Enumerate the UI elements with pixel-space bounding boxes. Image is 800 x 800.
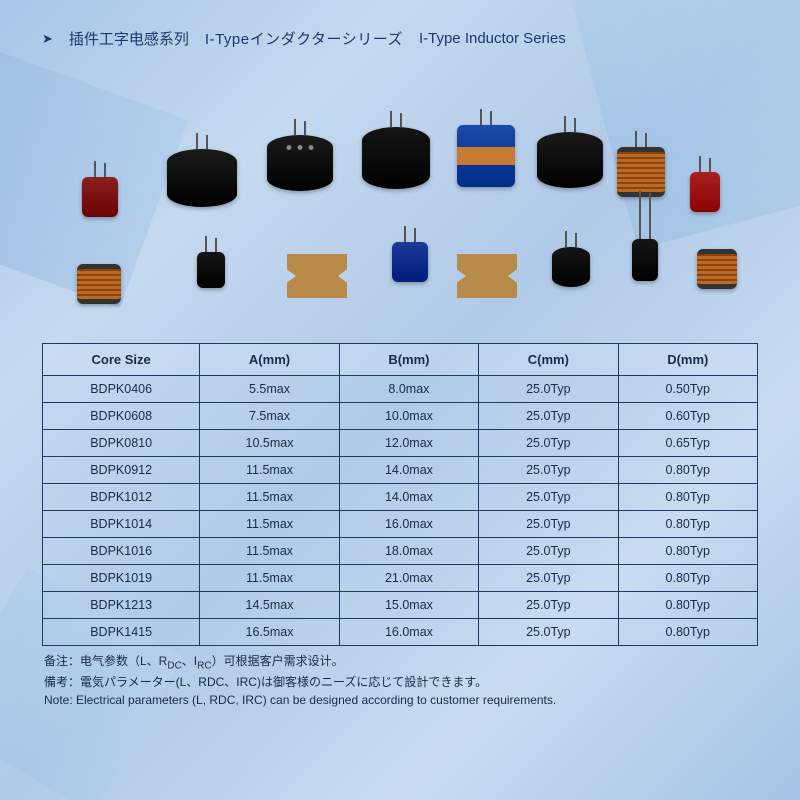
table-cell: 25.0Typ xyxy=(479,538,618,565)
table-col-header: Core Size xyxy=(43,344,200,376)
table-cell: 25.0Typ xyxy=(479,565,618,592)
table-cell: BDPK1012 xyxy=(43,484,200,511)
table-cell: 11.5max xyxy=(200,511,339,538)
table-cell: BDPK1415 xyxy=(43,619,200,646)
note-cn: 备注：电气参数（L、RDC、IRC）可根据客户需求设计。 xyxy=(44,652,758,673)
table-cell: 10.5max xyxy=(200,430,339,457)
product-icon xyxy=(82,159,118,217)
title-arrow-icon: ➤ xyxy=(42,31,53,47)
table-cell: 16.5max xyxy=(200,619,339,646)
table-cell: 11.5max xyxy=(200,565,339,592)
table-cell: 0.80Typ xyxy=(618,511,757,538)
table-cell: 25.0Typ xyxy=(479,457,618,484)
title-cn: 插件工字电感系列 xyxy=(69,28,189,49)
table-cell: BDPK0810 xyxy=(43,430,200,457)
product-icon xyxy=(617,129,665,197)
table-row: BDPK101411.5max16.0max25.0Typ0.80Typ xyxy=(43,511,758,538)
table-body: BDPK04065.5max8.0max25.0Typ0.50TypBDPK06… xyxy=(43,376,758,646)
table-cell: 14.5max xyxy=(200,592,339,619)
table-col-header: C(mm) xyxy=(479,344,618,376)
product-icon xyxy=(537,114,603,188)
spec-table: Core SizeA(mm)B(mm)C(mm)D(mm) BDPK04065.… xyxy=(42,343,758,646)
table-cell: 0.60Typ xyxy=(618,403,757,430)
table-cell: 7.5max xyxy=(200,403,339,430)
table-cell: 15.0max xyxy=(339,592,478,619)
table-cell: 25.0Typ xyxy=(479,592,618,619)
product-icon xyxy=(362,109,430,189)
table-cell: 11.5max xyxy=(200,538,339,565)
product-icon xyxy=(287,254,347,298)
table-cell: 21.0max xyxy=(339,565,478,592)
table-cell: 25.0Typ xyxy=(479,619,618,646)
table-col-header: B(mm) xyxy=(339,344,478,376)
product-icon xyxy=(697,249,737,289)
product-icon xyxy=(552,229,590,287)
table-cell: 14.0max xyxy=(339,484,478,511)
table-row: BDPK101911.5max21.0max25.0Typ0.80Typ xyxy=(43,565,758,592)
table-col-header: A(mm) xyxy=(200,344,339,376)
table-cell: 0.80Typ xyxy=(618,538,757,565)
table-col-header: D(mm) xyxy=(618,344,757,376)
table-cell: 0.80Typ xyxy=(618,619,757,646)
note-en: Note: Electrical parameters (L, RDC, IRC… xyxy=(44,691,758,709)
table-cell: 25.0Typ xyxy=(479,511,618,538)
table-cell: 0.80Typ xyxy=(618,457,757,484)
product-icon xyxy=(267,117,333,191)
table-row: BDPK101611.5max18.0max25.0Typ0.80Typ xyxy=(43,538,758,565)
table-cell: 0.80Typ xyxy=(618,484,757,511)
title-en: I-Type Inductor Series xyxy=(419,30,566,47)
table-cell: 11.5max xyxy=(200,484,339,511)
table-cell: BDPK1014 xyxy=(43,511,200,538)
table-cell: BDPK0406 xyxy=(43,376,200,403)
product-icon xyxy=(167,131,237,207)
table-row: BDPK121314.5max15.0max25.0Typ0.80Typ xyxy=(43,592,758,619)
table-cell: 10.0max xyxy=(339,403,478,430)
product-gallery xyxy=(42,59,758,339)
table-cell: 8.0max xyxy=(339,376,478,403)
table-cell: BDPK0912 xyxy=(43,457,200,484)
product-icon xyxy=(77,264,121,304)
title-jp: I-Typeインダクターシリーズ xyxy=(205,28,403,49)
table-cell: 14.0max xyxy=(339,457,478,484)
table-cell: 25.0Typ xyxy=(479,376,618,403)
table-row: BDPK141516.5max16.0max25.0Typ0.80Typ xyxy=(43,619,758,646)
table-row: BDPK06087.5max10.0max25.0Typ0.60Typ xyxy=(43,403,758,430)
product-icon xyxy=(457,107,515,187)
table-cell: 11.5max xyxy=(200,457,339,484)
product-icon xyxy=(392,224,428,282)
table-cell: 0.80Typ xyxy=(618,592,757,619)
table-cell: 12.0max xyxy=(339,430,478,457)
table-cell: 16.0max xyxy=(339,511,478,538)
table-cell: BDPK1213 xyxy=(43,592,200,619)
table-cell: 25.0Typ xyxy=(479,430,618,457)
table-cell: 18.0max xyxy=(339,538,478,565)
product-icon xyxy=(197,234,225,288)
product-icon xyxy=(457,254,517,298)
table-header-row: Core SizeA(mm)B(mm)C(mm)D(mm) xyxy=(43,344,758,376)
table-row: BDPK04065.5max8.0max25.0Typ0.50Typ xyxy=(43,376,758,403)
table-cell: 5.5max xyxy=(200,376,339,403)
table-cell: 0.65Typ xyxy=(618,430,757,457)
table-cell: BDPK1016 xyxy=(43,538,200,565)
table-cell: 16.0max xyxy=(339,619,478,646)
table-cell: 0.50Typ xyxy=(618,376,757,403)
note-jp: 備考：電気パラメーター(L、RDC、IRC)は御客様のニーズに応じて設計できます… xyxy=(44,673,758,691)
table-row: BDPK101211.5max14.0max25.0Typ0.80Typ xyxy=(43,484,758,511)
table-cell: 25.0Typ xyxy=(479,403,618,430)
product-icon xyxy=(632,221,658,281)
table-cell: 0.80Typ xyxy=(618,565,757,592)
page-title: ➤ 插件工字电感系列 I-Typeインダクターシリーズ I-Type Induc… xyxy=(42,28,758,49)
notes: 备注：电气参数（L、RDC、IRC）可根据客户需求设计。 備考：電気パラメーター… xyxy=(42,652,758,709)
spec-table-wrap: Core SizeA(mm)B(mm)C(mm)D(mm) BDPK04065.… xyxy=(42,343,758,646)
table-cell: BDPK0608 xyxy=(43,403,200,430)
table-cell: BDPK1019 xyxy=(43,565,200,592)
table-row: BDPK081010.5max12.0max25.0Typ0.65Typ xyxy=(43,430,758,457)
table-cell: 25.0Typ xyxy=(479,484,618,511)
product-icon xyxy=(690,154,720,212)
table-row: BDPK091211.5max14.0max25.0Typ0.80Typ xyxy=(43,457,758,484)
